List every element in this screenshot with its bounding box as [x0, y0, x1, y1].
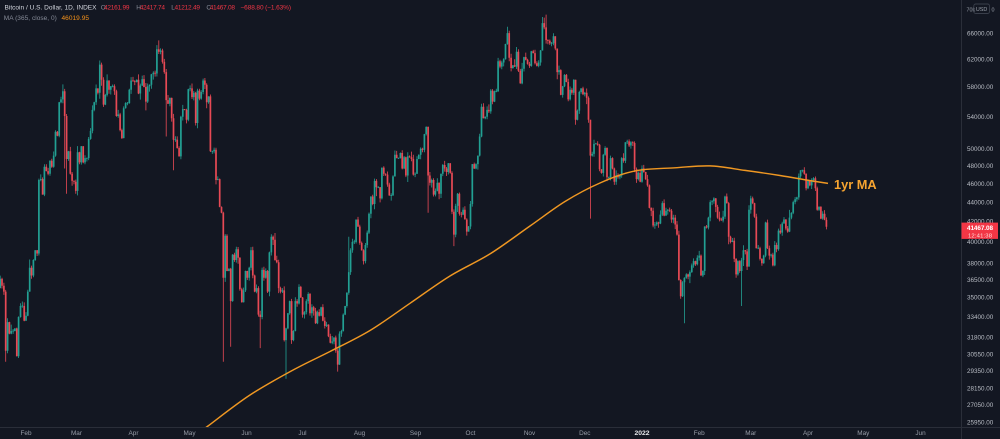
svg-text:38000.00: 38000.00 [967, 260, 994, 267]
svg-text:48000.00: 48000.00 [967, 163, 994, 170]
svg-text:44000.00: 44000.00 [967, 199, 994, 206]
svg-text:Aug: Aug [354, 430, 366, 437]
svg-text:Mar: Mar [745, 430, 757, 437]
svg-text:May: May [183, 430, 196, 437]
svg-text:66000.00: 66000.00 [967, 30, 994, 37]
svg-text:Sep: Sep [410, 430, 422, 437]
svg-text:USD: USD [976, 7, 987, 13]
svg-text:42161.99: 42161.99 [104, 4, 130, 11]
svg-text:30550.00: 30550.00 [967, 351, 994, 358]
svg-text:36500.00: 36500.00 [967, 277, 994, 284]
svg-text:May: May [857, 430, 870, 437]
svg-text:54000.00: 54000.00 [967, 114, 994, 121]
svg-text:Bitcoin / U.S. Dollar, 1D, IND: Bitcoin / U.S. Dollar, 1D, INDEX [5, 4, 98, 11]
svg-text:Jul: Jul [298, 430, 306, 437]
svg-text:−688.80 (−1.63%): −688.80 (−1.63%) [241, 4, 292, 11]
svg-text:MA (365, close, 0): MA (365, close, 0) [4, 15, 57, 22]
svg-text:25950.00: 25950.00 [967, 420, 994, 427]
svg-text:12:41:38: 12:41:38 [968, 233, 993, 239]
svg-text:Apr: Apr [129, 430, 140, 437]
svg-text:70k: 70k [967, 8, 976, 14]
svg-text:50000.00: 50000.00 [967, 146, 994, 153]
svg-text:O: O [101, 4, 106, 11]
svg-text:46019.95: 46019.95 [62, 15, 90, 22]
svg-text:41467.08: 41467.08 [967, 225, 993, 232]
svg-text:Apr: Apr [803, 430, 814, 437]
svg-text:46000.00: 46000.00 [967, 181, 994, 188]
svg-text:62000.00: 62000.00 [967, 56, 994, 63]
svg-text:H: H [136, 4, 141, 11]
svg-text:Jun: Jun [241, 430, 252, 437]
svg-text:35000.00: 35000.00 [967, 295, 994, 302]
svg-text:Oct: Oct [466, 430, 476, 437]
svg-text:42417.74: 42417.74 [140, 4, 166, 11]
svg-text:27050.00: 27050.00 [967, 402, 994, 409]
svg-text:42000.00: 42000.00 [967, 219, 994, 226]
svg-text:29350.00: 29350.00 [967, 368, 994, 375]
svg-text:41467.08: 41467.08 [210, 4, 236, 11]
svg-text:1yr MA: 1yr MA [834, 177, 877, 192]
svg-text:2022: 2022 [634, 430, 649, 437]
svg-text:40000.00: 40000.00 [967, 239, 994, 246]
svg-text:33400.00: 33400.00 [967, 314, 994, 321]
svg-text:31800.00: 31800.00 [967, 335, 994, 342]
svg-text:41212.49: 41212.49 [175, 4, 201, 11]
svg-text:L: L [171, 4, 175, 11]
svg-text:58000.00: 58000.00 [967, 84, 994, 91]
svg-text:Feb: Feb [20, 430, 31, 437]
svg-text:Mar: Mar [71, 430, 83, 437]
svg-text:Nov: Nov [524, 430, 536, 437]
svg-text:Feb: Feb [694, 430, 705, 437]
svg-text:0: 0 [992, 8, 995, 14]
svg-text:Dec: Dec [579, 430, 591, 437]
svg-text:C: C [206, 4, 211, 11]
svg-text:Jun: Jun [915, 430, 926, 437]
svg-text:28150.00: 28150.00 [967, 386, 994, 393]
